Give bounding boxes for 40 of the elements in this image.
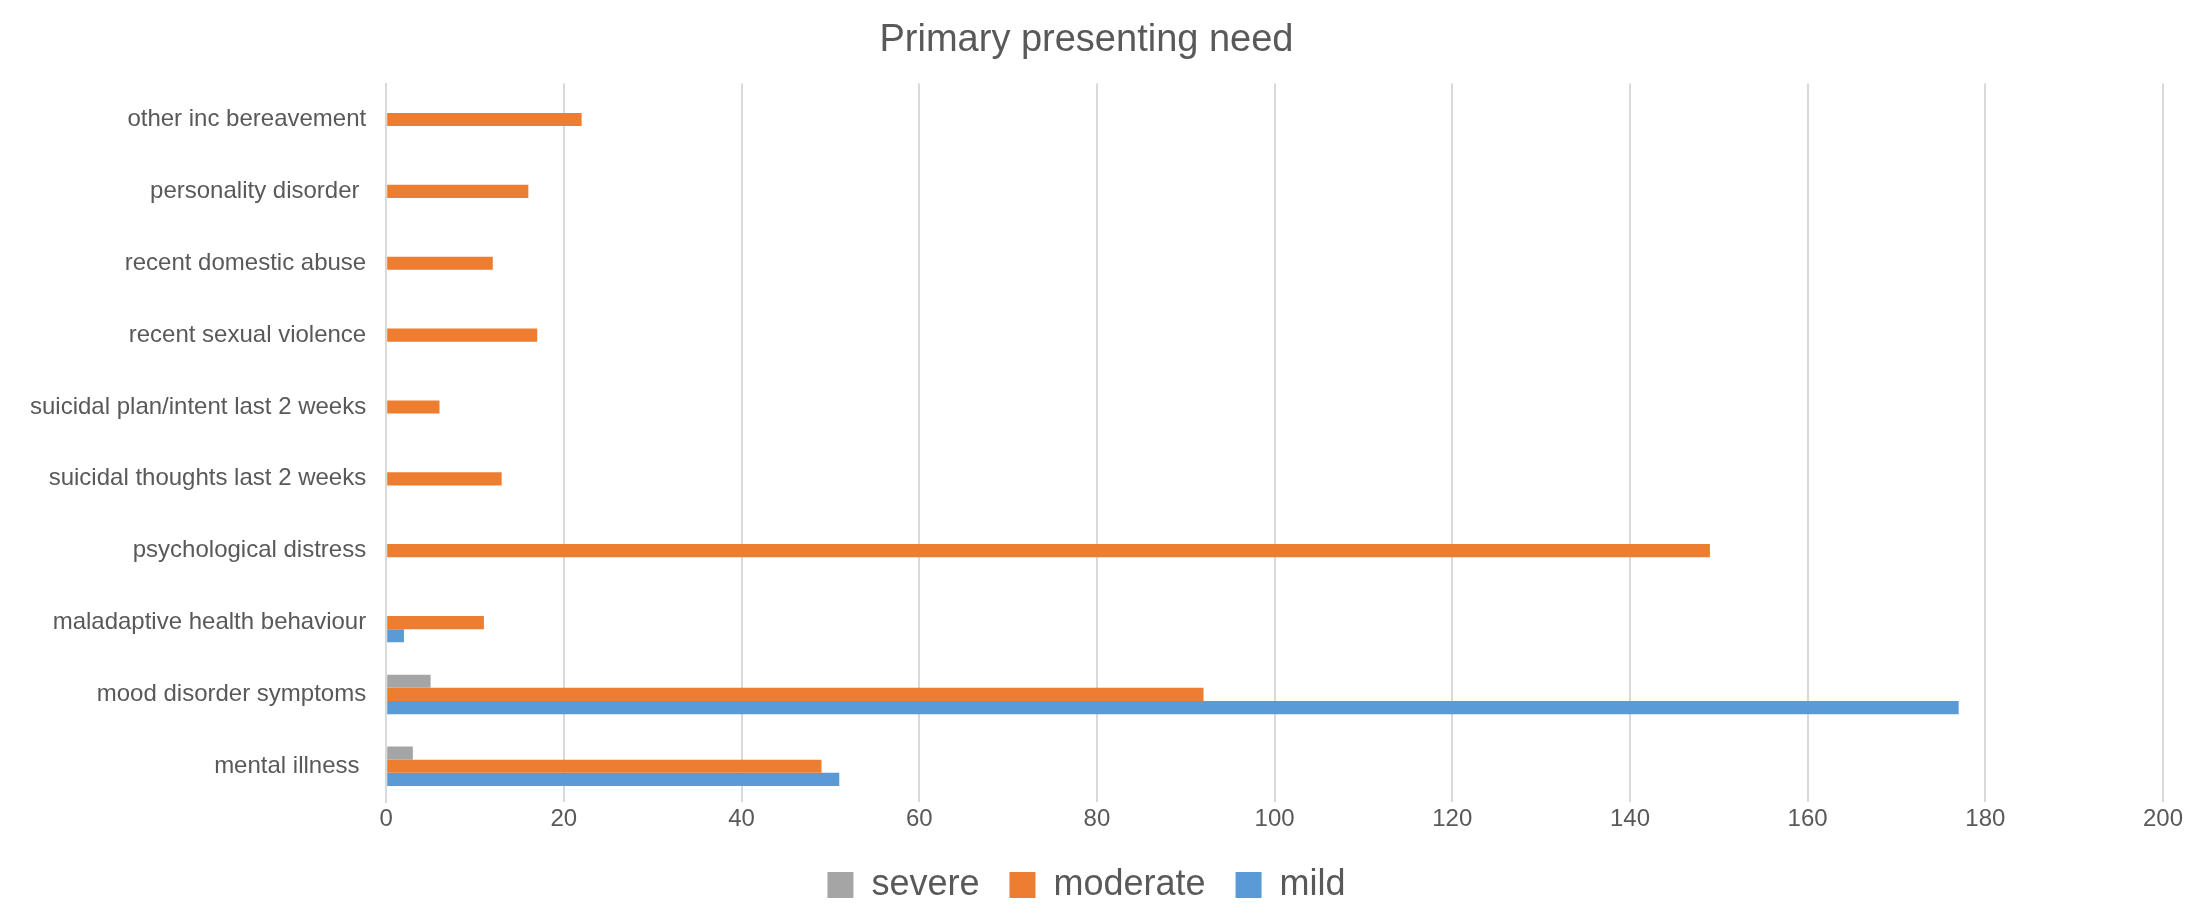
bar bbox=[387, 687, 1204, 701]
x-tick-label: 180 bbox=[1965, 804, 2006, 832]
y-tick-label: suicidal thoughts last 2 weeks bbox=[48, 463, 367, 491]
y-tick-label: other inc bereavement bbox=[127, 104, 367, 132]
bar bbox=[387, 256, 493, 270]
legend-label: severe bbox=[871, 861, 980, 903]
bar bbox=[387, 112, 582, 127]
bar bbox=[387, 615, 484, 630]
bar bbox=[387, 472, 502, 486]
legend-label: mild bbox=[1279, 861, 1346, 903]
x-tick-label: 200 bbox=[2142, 804, 2184, 832]
y-tick-label: recent sexual violence bbox=[128, 319, 367, 347]
y-tick-label: maladaptive health behaviour bbox=[52, 607, 367, 635]
bar bbox=[387, 184, 529, 198]
y-tick-label: mental illness bbox=[214, 750, 367, 778]
chart-title: Primary presenting need bbox=[879, 17, 1294, 60]
y-tick-label: suicidal plan/intent last 2 weeks bbox=[30, 391, 367, 419]
x-tick-label: 160 bbox=[1787, 804, 1828, 832]
x-tick-label: 100 bbox=[1254, 804, 1295, 832]
bar bbox=[387, 746, 413, 760]
x-tick-label: 140 bbox=[1609, 804, 1650, 832]
bar bbox=[387, 701, 1959, 715]
y-tick-label: personality disorder bbox=[150, 176, 367, 204]
x-tick-label: 40 bbox=[728, 804, 755, 832]
bar bbox=[387, 772, 840, 787]
x-tick-label: 0 bbox=[379, 804, 393, 832]
y-tick-label: psychological distress bbox=[132, 535, 367, 563]
bar bbox=[387, 629, 404, 643]
bar bbox=[387, 759, 822, 773]
x-tick-label: 60 bbox=[905, 804, 933, 832]
x-tick-label: 20 bbox=[550, 804, 578, 832]
bar bbox=[387, 544, 1710, 558]
y-tick-label: recent domestic abuse bbox=[124, 247, 367, 275]
x-tick-label: 80 bbox=[1083, 804, 1111, 832]
bar bbox=[387, 400, 440, 414]
bar bbox=[387, 674, 431, 688]
y-tick-label: mood disorder symptoms bbox=[96, 679, 367, 707]
bar bbox=[387, 328, 538, 342]
x-tick-label: 120 bbox=[1432, 804, 1473, 832]
legend-label: moderate bbox=[1053, 861, 1206, 903]
